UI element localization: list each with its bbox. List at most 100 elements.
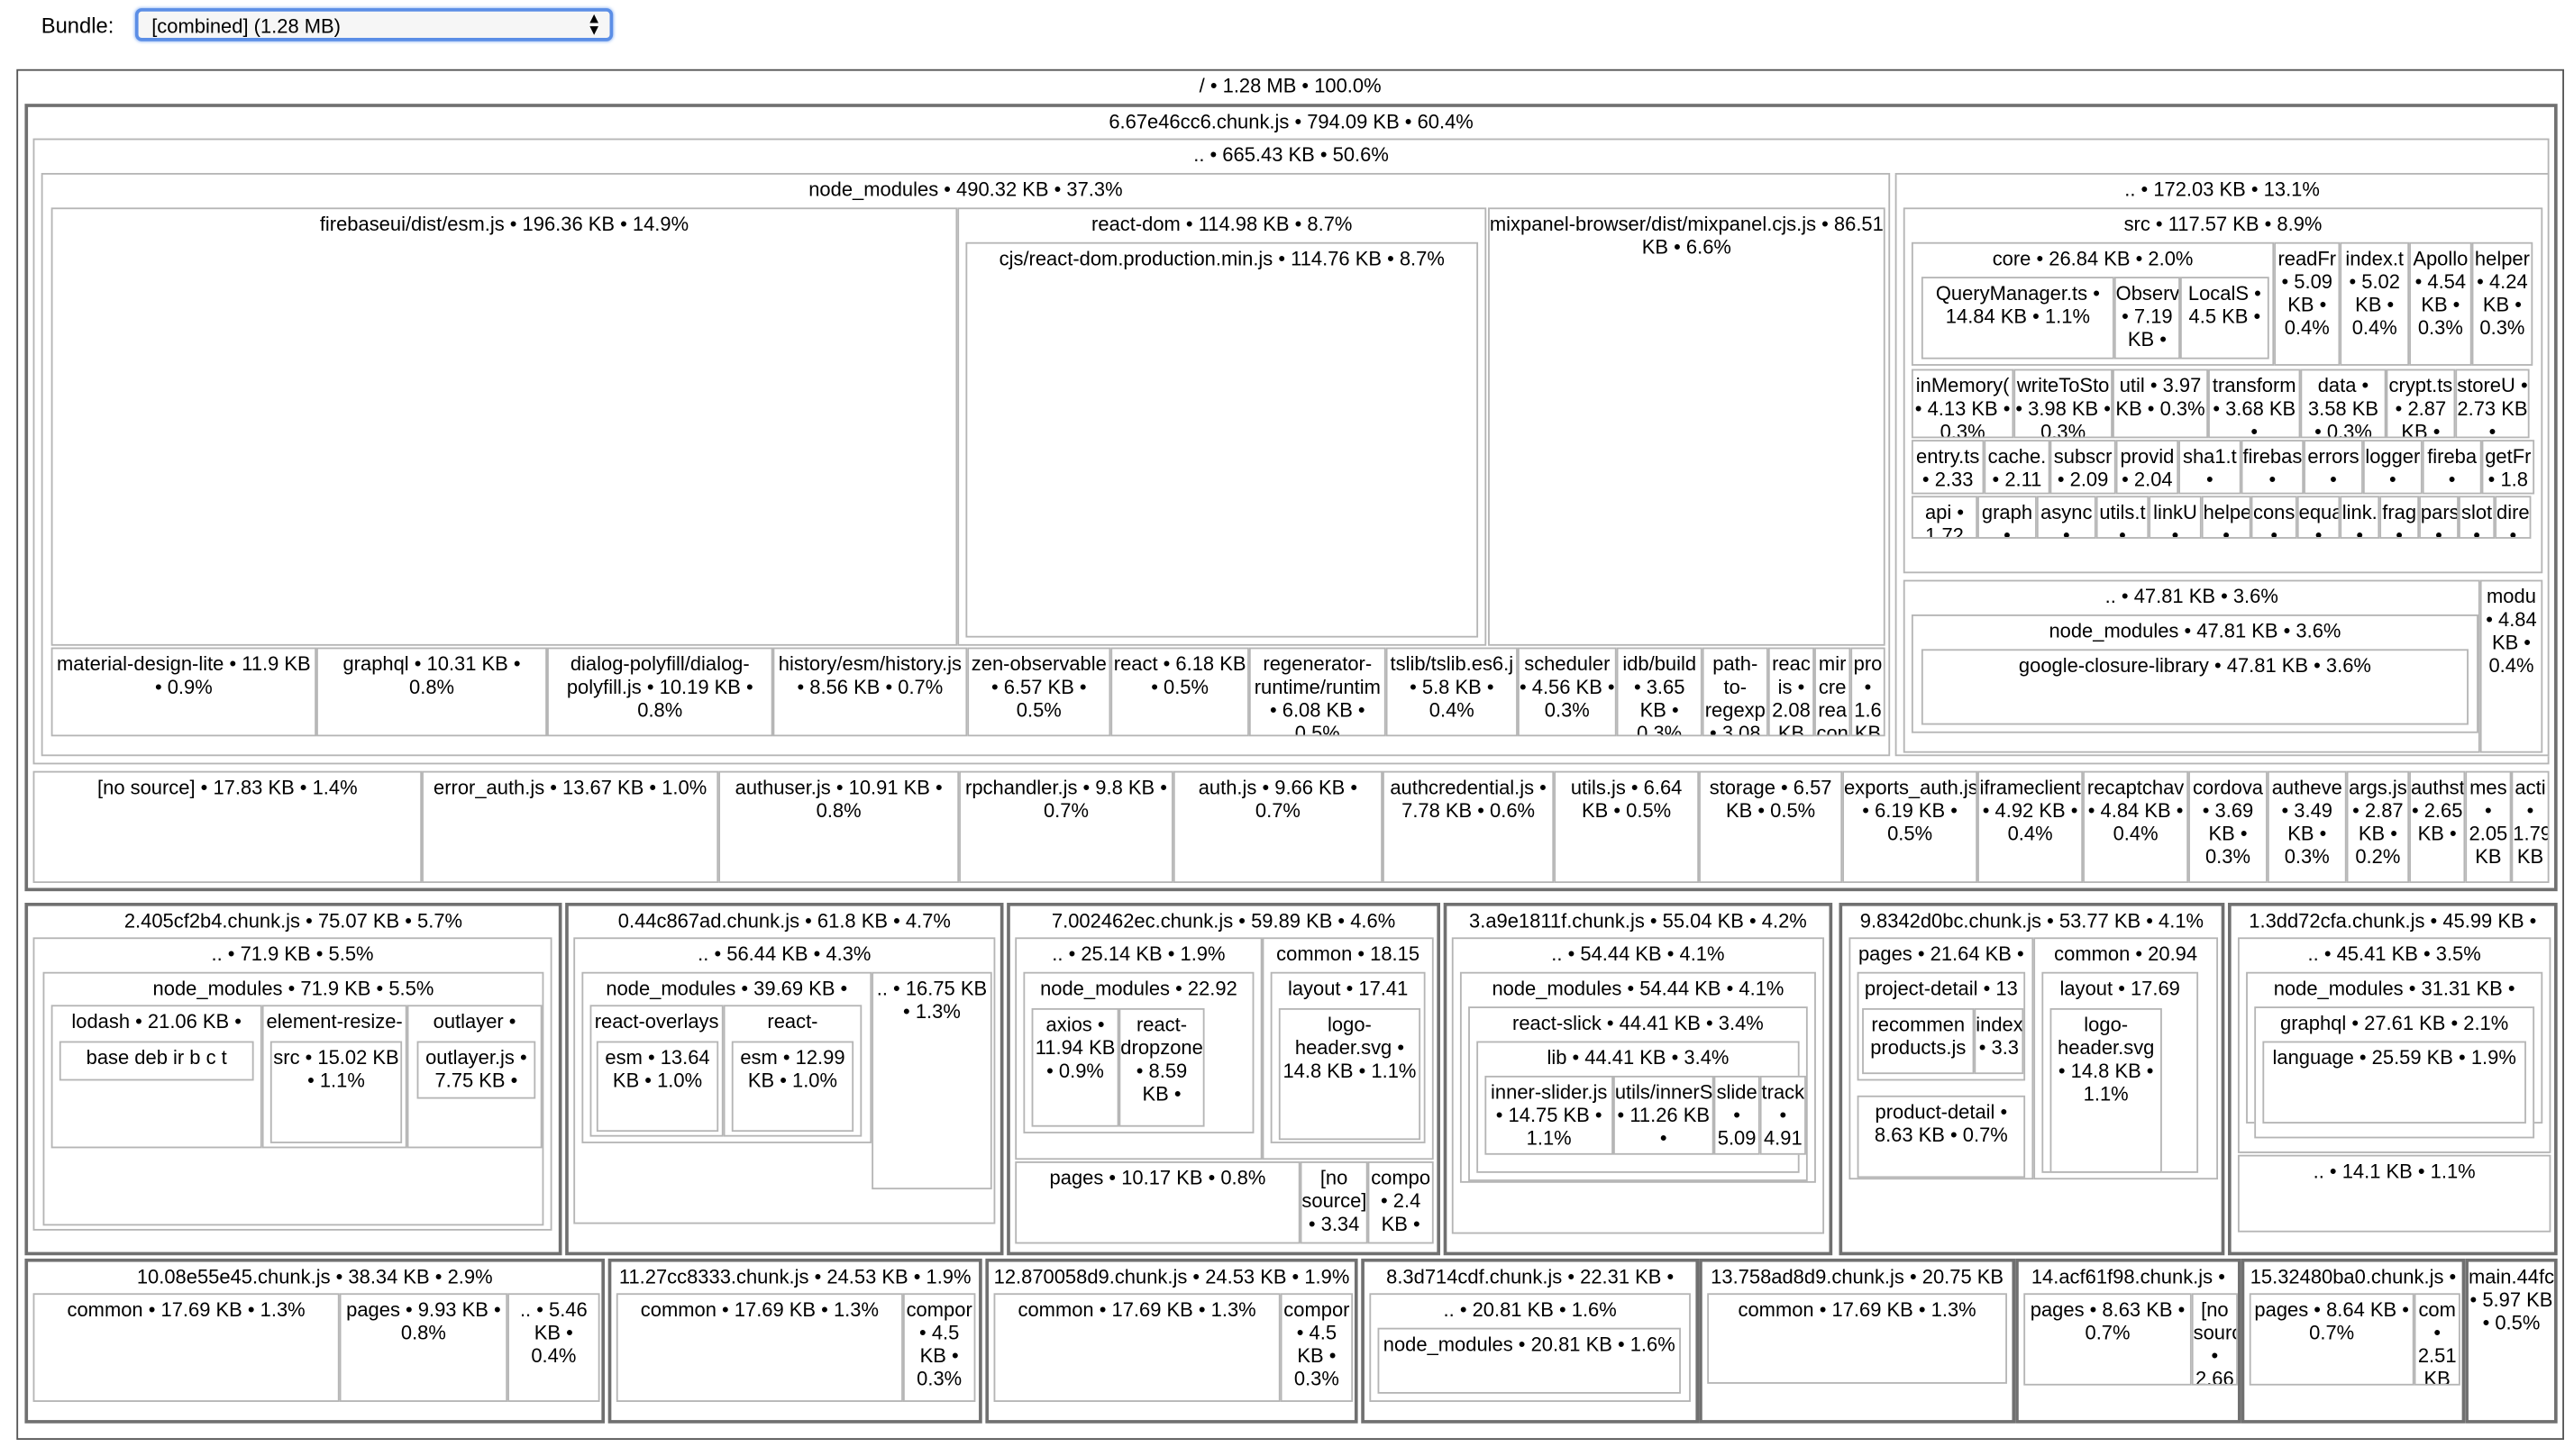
treemap-node[interactable]: helper • 4.24 KB • 0.3%	[2471, 241, 2533, 366]
treemap-node[interactable]: language • 25.59 KB • 1.9%	[2262, 1041, 2526, 1124]
bundle-select[interactable]: [combined] (1.28 MB) ▲ ▼	[134, 8, 614, 41]
treemap-node[interactable]: history/esm/history.js • 8.56 KB • 0.7%	[772, 647, 968, 737]
treemap-node[interactable]: authuser.js • 10.91 KB • 0.8%	[718, 770, 960, 884]
treemap-node[interactable]: cordova • 3.69 KB • 0.3%	[2188, 770, 2268, 884]
treemap-node[interactable]: QueryManager.ts • 14.84 KB • 1.1%	[1921, 277, 2114, 359]
treemap-node[interactable]: pars •	[2419, 496, 2459, 539]
treemap-node[interactable]: util • 3.97 KB • 0.3%	[2113, 369, 2209, 439]
treemap-node[interactable]: sha1.t •	[2178, 440, 2241, 495]
treemap-node[interactable]: node_modules • 20.81 KB • 1.6%	[1377, 1327, 1681, 1394]
treemap-node[interactable]: scheduler • 4.56 KB • 0.3%	[1517, 647, 1617, 737]
treemap-node[interactable]: outlayer.js • 7.75 KB •	[416, 1041, 536, 1099]
treemap-node[interactable]: slide • 5.09	[1713, 1075, 1760, 1155]
treemap-node[interactable]: modu • 4.84 KB • 0.4%	[2479, 579, 2543, 753]
treemap-node[interactable]: args.js • 2.87 KB • 0.2%	[2346, 770, 2410, 884]
treemap-node[interactable]: esm • 13.64 KB • 1.0%	[596, 1041, 719, 1133]
treemap-node[interactable]: [no source] • 17.83 KB • 1.4%	[32, 770, 423, 884]
treemap-node[interactable]: storage • 6.57 KB • 0.5%	[1699, 770, 1843, 884]
treemap-node[interactable]: subscr • 2.09	[2049, 440, 2116, 495]
treemap-node[interactable]: crypt.ts • 2.87 KB •	[2386, 369, 2456, 439]
treemap-node[interactable]: auth.js • 9.66 KB • 0.7%	[1173, 770, 1383, 884]
treemap-node[interactable]: getFr • 1.8	[2481, 440, 2535, 495]
treemap-node[interactable]: LocalS • 4.5 KB •	[2179, 277, 2269, 359]
treemap-node[interactable]: common • 17.69 KB • 1.3%	[993, 1293, 1281, 1402]
treemap-node[interactable]: [no source] • 3.34	[1300, 1161, 1368, 1244]
treemap-node[interactable]: inMemory( • 4.13 KB • 0.3%	[1911, 369, 2014, 439]
treemap-node[interactable]: pages • 8.63 KB • 0.7%	[2023, 1293, 2192, 1386]
treemap-node[interactable]: .. • 16.75 KB • 1.3%	[872, 971, 992, 1190]
treemap-node[interactable]: authcredential.js • 7.78 KB • 0.6%	[1383, 770, 1555, 884]
treemap-node[interactable]: graphql • 10.31 KB • 0.8%	[316, 647, 548, 737]
treemap-node[interactable]: graph •	[1977, 496, 2037, 539]
treemap-node[interactable]: [no source] • 2.66	[2191, 1293, 2238, 1386]
treemap-node[interactable]: .. • 14.1 KB • 1.1%	[2237, 1154, 2551, 1233]
treemap-node[interactable]: cons •	[2250, 496, 2297, 539]
treemap-node[interactable]: pages • 9.93 KB • 0.8%	[339, 1293, 508, 1402]
treemap-node[interactable]: react-dropzone • 8.59 KB •	[1118, 1007, 1205, 1127]
treemap-node[interactable]: common • 17.69 KB • 1.3%	[1707, 1293, 2007, 1384]
treemap-node[interactable]: Apollo • 4.54 KB • 0.3%	[2409, 241, 2472, 366]
treemap-node[interactable]: firebaseui/dist/esm.js • 196.36 KB • 14.…	[50, 207, 958, 646]
treemap-node[interactable]: axios • 11.94 KB • 0.9%	[1031, 1007, 1119, 1127]
treemap-node[interactable]: logger •	[2362, 440, 2423, 495]
treemap-node[interactable]: data • 3.58 KB • 0.3%	[2300, 369, 2387, 439]
treemap-node[interactable]: path-to-regexp • 3.08 KB	[1702, 647, 1768, 737]
treemap-node[interactable]: inner-slider.js • 14.75 KB • 1.1%	[1484, 1075, 1614, 1155]
treemap-node[interactable]: regenerator-runtime/runtim • 6.08 KB • 0…	[1248, 647, 1386, 737]
treemap-node[interactable]: zen-observable • 6.57 KB • 0.5%	[967, 647, 1111, 737]
treemap-node[interactable]: index.t • 5.02 KB • 0.4%	[2340, 241, 2410, 366]
treemap-node[interactable]: base deb ir b c t	[59, 1041, 254, 1081]
treemap-node[interactable]: src • 15.02 KB • 1.1%	[269, 1041, 403, 1143]
treemap-node[interactable]: main.44fc • 5.97 KB • 0.5%	[2465, 1258, 2558, 1424]
treemap-node[interactable]: errors •	[2304, 440, 2363, 495]
treemap-node[interactable]: idb/build • 3.65 KB • 0.3%	[1616, 647, 1702, 737]
treemap-node[interactable]: equa •	[2296, 496, 2341, 539]
treemap-node[interactable]: tslib/tslib.es6.j • 5.8 KB • 0.4%	[1385, 647, 1518, 737]
treemap-node[interactable]: firebas •	[2241, 440, 2305, 495]
treemap-node[interactable]: mir cre rea con	[1814, 647, 1851, 737]
treemap-node[interactable]: reac is • 2.08 KB	[1767, 647, 1815, 737]
treemap-node[interactable]: frag •	[2379, 496, 2420, 539]
treemap-node[interactable]: pages • 8.64 KB • 0.7%	[2249, 1293, 2414, 1386]
treemap-node[interactable]: linkU •	[2149, 496, 2202, 539]
treemap-node[interactable]: readFr • 5.09 KB • 0.4%	[2274, 241, 2341, 366]
treemap-node[interactable]: recommen products.js	[1862, 1007, 1975, 1075]
treemap-node[interactable]: compor • 4.5 KB • 0.3%	[902, 1293, 976, 1402]
treemap-node[interactable]: logo-header.svg • 14.8 KB • 1.1%	[2049, 1007, 2162, 1173]
treemap-node[interactable]: track • 4.91	[1759, 1075, 1806, 1155]
treemap-node[interactable]: helpe •	[2201, 496, 2251, 539]
treemap-node[interactable]: dialog-polyfill/dialog-polyfill.js • 10.…	[547, 647, 773, 737]
treemap-node[interactable]: exports_auth.js • 6.19 KB • 0.5%	[1842, 770, 1978, 884]
treemap-node[interactable]: dire •	[2495, 496, 2532, 539]
treemap-node[interactable]: mes • 2.05 KB	[2465, 770, 2512, 884]
treemap-node[interactable]: provid • 2.04	[2115, 440, 2179, 495]
treemap-node[interactable]: index • 3.3	[1974, 1007, 2024, 1075]
treemap-node[interactable]: utils.js • 6.64 KB • 0.5%	[1554, 770, 1700, 884]
treemap-node[interactable]: logo-header.svg • 14.8 KB • 1.1%	[1278, 1007, 1421, 1141]
treemap-node[interactable]: utils/innerS • 11.26 KB •	[1613, 1075, 1714, 1155]
treemap-node[interactable]: rpchandler.js • 9.8 KB • 0.7%	[959, 770, 1173, 884]
treemap-node[interactable]: api • 1.72	[1911, 496, 1978, 539]
treemap-node[interactable]: utils.t •	[2095, 496, 2150, 539]
treemap-node[interactable]: compor • 4.5 KB • 0.3%	[1280, 1293, 1354, 1402]
treemap-node[interactable]: transform • 3.68 KB •	[2208, 369, 2301, 439]
treemap-node[interactable]: compo • 2.4 KB •	[1367, 1161, 1434, 1244]
treemap-node[interactable]: slot •	[2458, 496, 2496, 539]
treemap-node[interactable]: authst • 2.65 KB •	[2409, 770, 2466, 884]
treemap-node[interactable]: .. • 5.46 KB • 0.4%	[507, 1293, 600, 1402]
treemap-node[interactable]: com • 2.51 KB	[2414, 1293, 2460, 1386]
treemap-node[interactable]: product-detail • 8.63 KB • 0.7%	[1857, 1095, 2026, 1178]
treemap-node[interactable]: cjs/react-dom.production.min.js • 114.76…	[965, 241, 1479, 638]
treemap-node[interactable]: Observab • 7.19 KB •	[2113, 277, 2180, 359]
treemap-node[interactable]: iframeclient • 4.92 KB • 0.4%	[1977, 770, 2084, 884]
treemap-node[interactable]: entry.ts • 2.33	[1911, 440, 1985, 495]
treemap-node[interactable]: pro • 1.6 KB	[1850, 647, 1885, 737]
treemap-node[interactable]: common • 17.69 KB • 1.3%	[616, 1293, 903, 1402]
treemap-node[interactable]: common • 17.69 KB • 1.3%	[32, 1293, 340, 1402]
treemap-node[interactable]: mixpanel-browser/dist/mixpanel.cjs.js • …	[1488, 207, 1885, 646]
treemap-node[interactable]: link. •	[2340, 496, 2380, 539]
treemap-node[interactable]: material-design-lite • 11.9 KB • 0.9%	[50, 647, 317, 737]
treemap-node[interactable]: react • 6.18 KB • 0.5%	[1110, 647, 1249, 737]
treemap-node[interactable]: storeU • 2.73 KB •	[2455, 369, 2530, 439]
treemap-node[interactable]: recaptchav • 4.84 KB • 0.4%	[2083, 770, 2189, 884]
